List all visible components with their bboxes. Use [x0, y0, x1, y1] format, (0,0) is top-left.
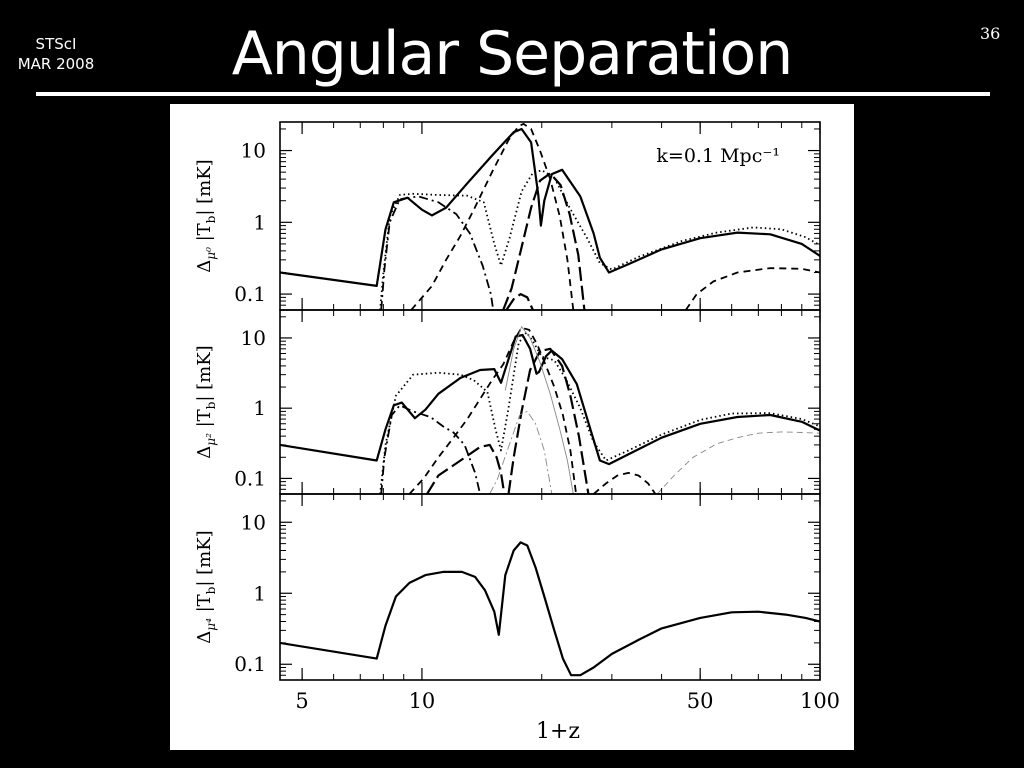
panel-1: 0.1 1 10 Δμ⁰ |Tb| [mK] [194, 121, 821, 311]
panel-frame [279, 309, 821, 495]
series-line-solid-1 [280, 541, 820, 677]
series-line-thin-dashdot-8 [489, 410, 553, 494]
x-tick-label: 50 [687, 689, 714, 713]
series-line-solid-1 [280, 333, 820, 466]
y-tick-label: 0.1 [234, 282, 266, 306]
chart-figure: 0.1 1 10 Δμ⁰ |Tb| [mK] 0.1 1 10 Δμ² |Tb| [mK] 0.… [170, 104, 854, 750]
series-line-dashdot-3 [380, 195, 495, 310]
y-axis-label: Δμ⁴ |Tb| [mK] [194, 530, 218, 643]
x-tick-label: 10 [409, 689, 436, 713]
series-line-dashdot-3 [380, 404, 481, 494]
slide-title: Angular Separation [231, 19, 794, 89]
slide-header-left: STScI MAR 2008 [8, 34, 104, 74]
y-tick-label: 0.1 [234, 466, 266, 490]
x-tick-label: 5 [295, 689, 308, 713]
series-line-dashed-4 [408, 326, 577, 494]
panel-2: 0.1 1 10 Δμ² |Tb| [mK] [194, 309, 821, 495]
y-tick-label: 1 [253, 396, 266, 420]
panel-frame [279, 493, 821, 681]
slide-number: 36 [980, 24, 1001, 43]
y-axis-label: Δμ² |Tb| [mK] [194, 345, 218, 458]
annotation-k: k=0.1 Mpc⁻¹ [656, 145, 780, 167]
x-tick-label: 100 [800, 689, 840, 713]
title-divider [36, 92, 990, 96]
series-line-dashed-5 [593, 472, 657, 494]
y-tick-label: 10 [241, 139, 266, 163]
series-line-longdash-6 [426, 443, 506, 494]
y-tick-label: 10 [241, 326, 266, 350]
series-line-thin-dashed-10 [656, 431, 820, 494]
panel-3: 0.1 1 10 Δμ⁴ |Tb| [mK] [194, 493, 821, 681]
y-tick-label: 1 [253, 210, 266, 234]
y-tick-label: 0.1 [234, 652, 266, 676]
series-line-dotted-2 [379, 169, 820, 310]
series-line-longdash-6 [502, 172, 586, 310]
series-line-dashed-5 [685, 267, 820, 310]
x-axis-label: 1+z [536, 719, 580, 744]
series-line-solid-1 [280, 127, 820, 287]
date-label: MAR 2008 [17, 55, 95, 73]
y-tick-label: 10 [241, 510, 266, 534]
series-line-longdash-7 [505, 293, 534, 310]
y-tick-label: 1 [253, 581, 266, 605]
series-line-dashed-4 [410, 123, 575, 310]
series-line-thin-solid-9 [504, 326, 574, 494]
series-line-longdash-7 [507, 347, 590, 494]
y-axis-label: Δμ⁰ |Tb| [mK] [194, 159, 218, 272]
institution-label: STScI [35, 35, 77, 53]
